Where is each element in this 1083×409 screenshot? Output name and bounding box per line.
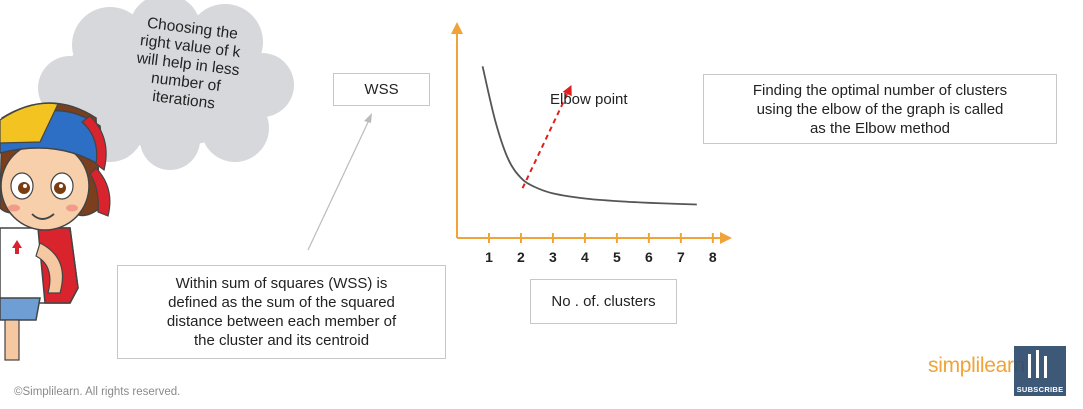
clusters-label-box: No . of. clusters xyxy=(530,279,677,324)
x-tick-label: 1 xyxy=(485,249,493,265)
thought-cloud: Choosing the right value of k will help … xyxy=(29,0,300,170)
x-axis-label: No . of. clusters xyxy=(551,293,656,310)
wss-definition-line: distance between each member of xyxy=(166,313,397,330)
wss-definition-box: Within sum of squares (WSS) is defined a… xyxy=(117,265,446,359)
subscribe-button[interactable]: SUBSCRIBE xyxy=(1014,346,1066,396)
x-tick-label: 4 xyxy=(581,249,589,265)
wss-label-box: WSS xyxy=(333,73,430,106)
x-tick-label: 8 xyxy=(709,249,717,265)
x-tick-label: 3 xyxy=(549,249,557,265)
cloud-shape xyxy=(29,0,294,170)
x-tick-label: 5 xyxy=(613,249,621,265)
x-tick-label: 6 xyxy=(645,249,653,265)
wss-curve xyxy=(481,66,697,206)
cloud-text: Choosing the right value of k will help … xyxy=(103,11,273,120)
copyright-footer: ©Simplilearn. All rights reserved. xyxy=(14,386,181,398)
elbow-arrowhead xyxy=(562,84,572,97)
elbow-method-box: Finding the optimal number of clusters u… xyxy=(703,74,1057,144)
elbow-point-label: Elbow point xyxy=(550,91,628,108)
wss-pointer-arrow xyxy=(307,113,372,251)
girl-character-illustration xyxy=(0,102,111,361)
y-axis-arrowhead xyxy=(451,22,463,34)
wss-definition-line: defined as the sum of the squared xyxy=(168,294,395,311)
brand-logo: simplilearn SUBSCRIBE xyxy=(926,346,1066,398)
brand-wordmark: simplilearn xyxy=(928,354,1026,377)
method-line: using the elbow of the graph is called xyxy=(756,100,1004,118)
wss-definition-line: the cluster and its centroid xyxy=(193,332,370,349)
x-tick-label: 7 xyxy=(677,249,685,265)
x-tick-label: 2 xyxy=(517,249,525,265)
subscribe-label: SUBSCRIBE xyxy=(1016,385,1064,394)
method-line: as the Elbow method xyxy=(809,119,951,137)
x-axis-arrowhead xyxy=(720,232,732,244)
elbow-chart: 1 2 3 4 5 6 7 8 xyxy=(451,22,732,265)
method-line: Finding the optimal number of clusters xyxy=(752,81,1008,99)
wss-definition-line: Within sum of squares (WSS) is xyxy=(175,275,388,292)
subscribe-bars-icon xyxy=(1028,350,1047,378)
wss-label: WSS xyxy=(364,81,399,98)
elbow-arrow xyxy=(521,89,570,189)
